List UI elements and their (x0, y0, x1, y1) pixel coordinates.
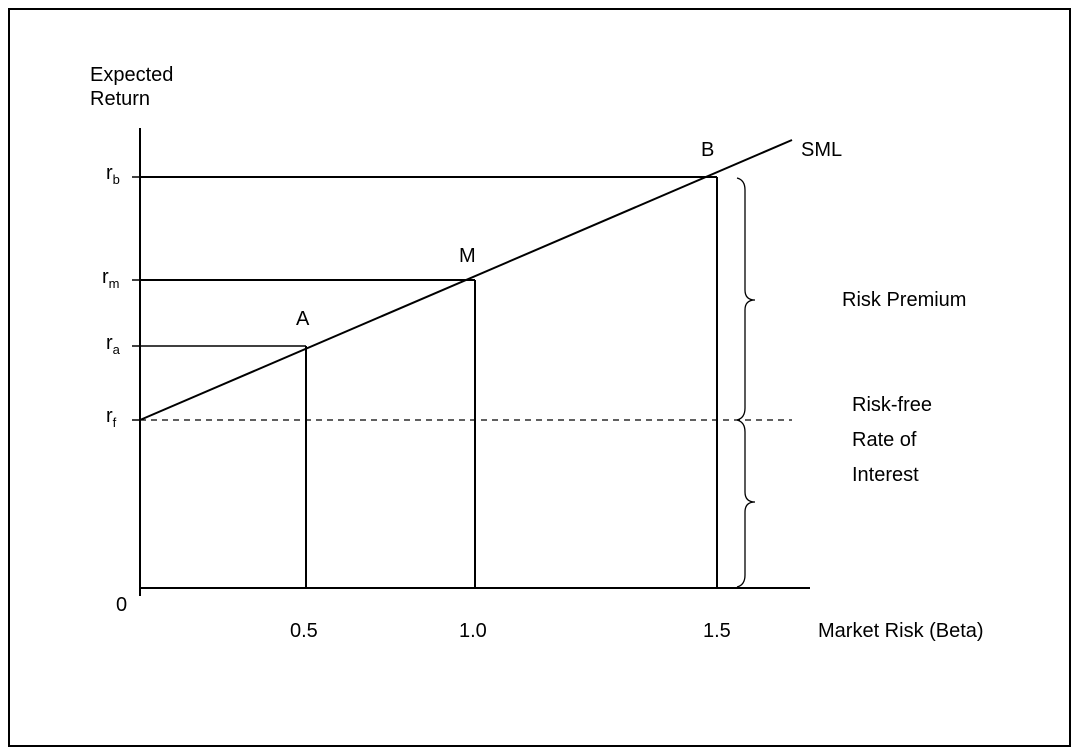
origin-label: 0 (116, 594, 128, 616)
risk-free-label-line3: Interest (852, 464, 919, 486)
risk-free-label-line2: Rate of (852, 429, 917, 451)
point-label-m: M (459, 245, 476, 267)
y-tick-label-ra: ra (106, 332, 120, 357)
x-tick-label-05: 0.5 (290, 620, 318, 642)
brace-risk-free (736, 419, 756, 588)
y-axis-title-line2: Return (90, 88, 151, 110)
y-tick-label-rm: rm (102, 266, 120, 291)
x-axis-title: Market Risk (Beta) (818, 620, 984, 642)
risk-premium-label: Risk Premium (842, 289, 967, 311)
y-axis-title-line1: Expected (90, 64, 174, 86)
point-label-a: A (296, 308, 310, 330)
diagram-frame (8, 8, 1071, 747)
point-label-b: B (701, 139, 715, 161)
y-tick-label-rb: rb (106, 162, 120, 187)
brace-risk-premium (736, 177, 756, 421)
sml-line (139, 139, 793, 421)
sml-label: SML (801, 139, 843, 161)
y-tick-label-rf: rf (106, 405, 117, 430)
x-tick-label-15: 1.5 (703, 620, 731, 642)
risk-free-label-line1: Risk-free (852, 394, 933, 416)
x-tick-label-10: 1.0 (459, 620, 487, 642)
